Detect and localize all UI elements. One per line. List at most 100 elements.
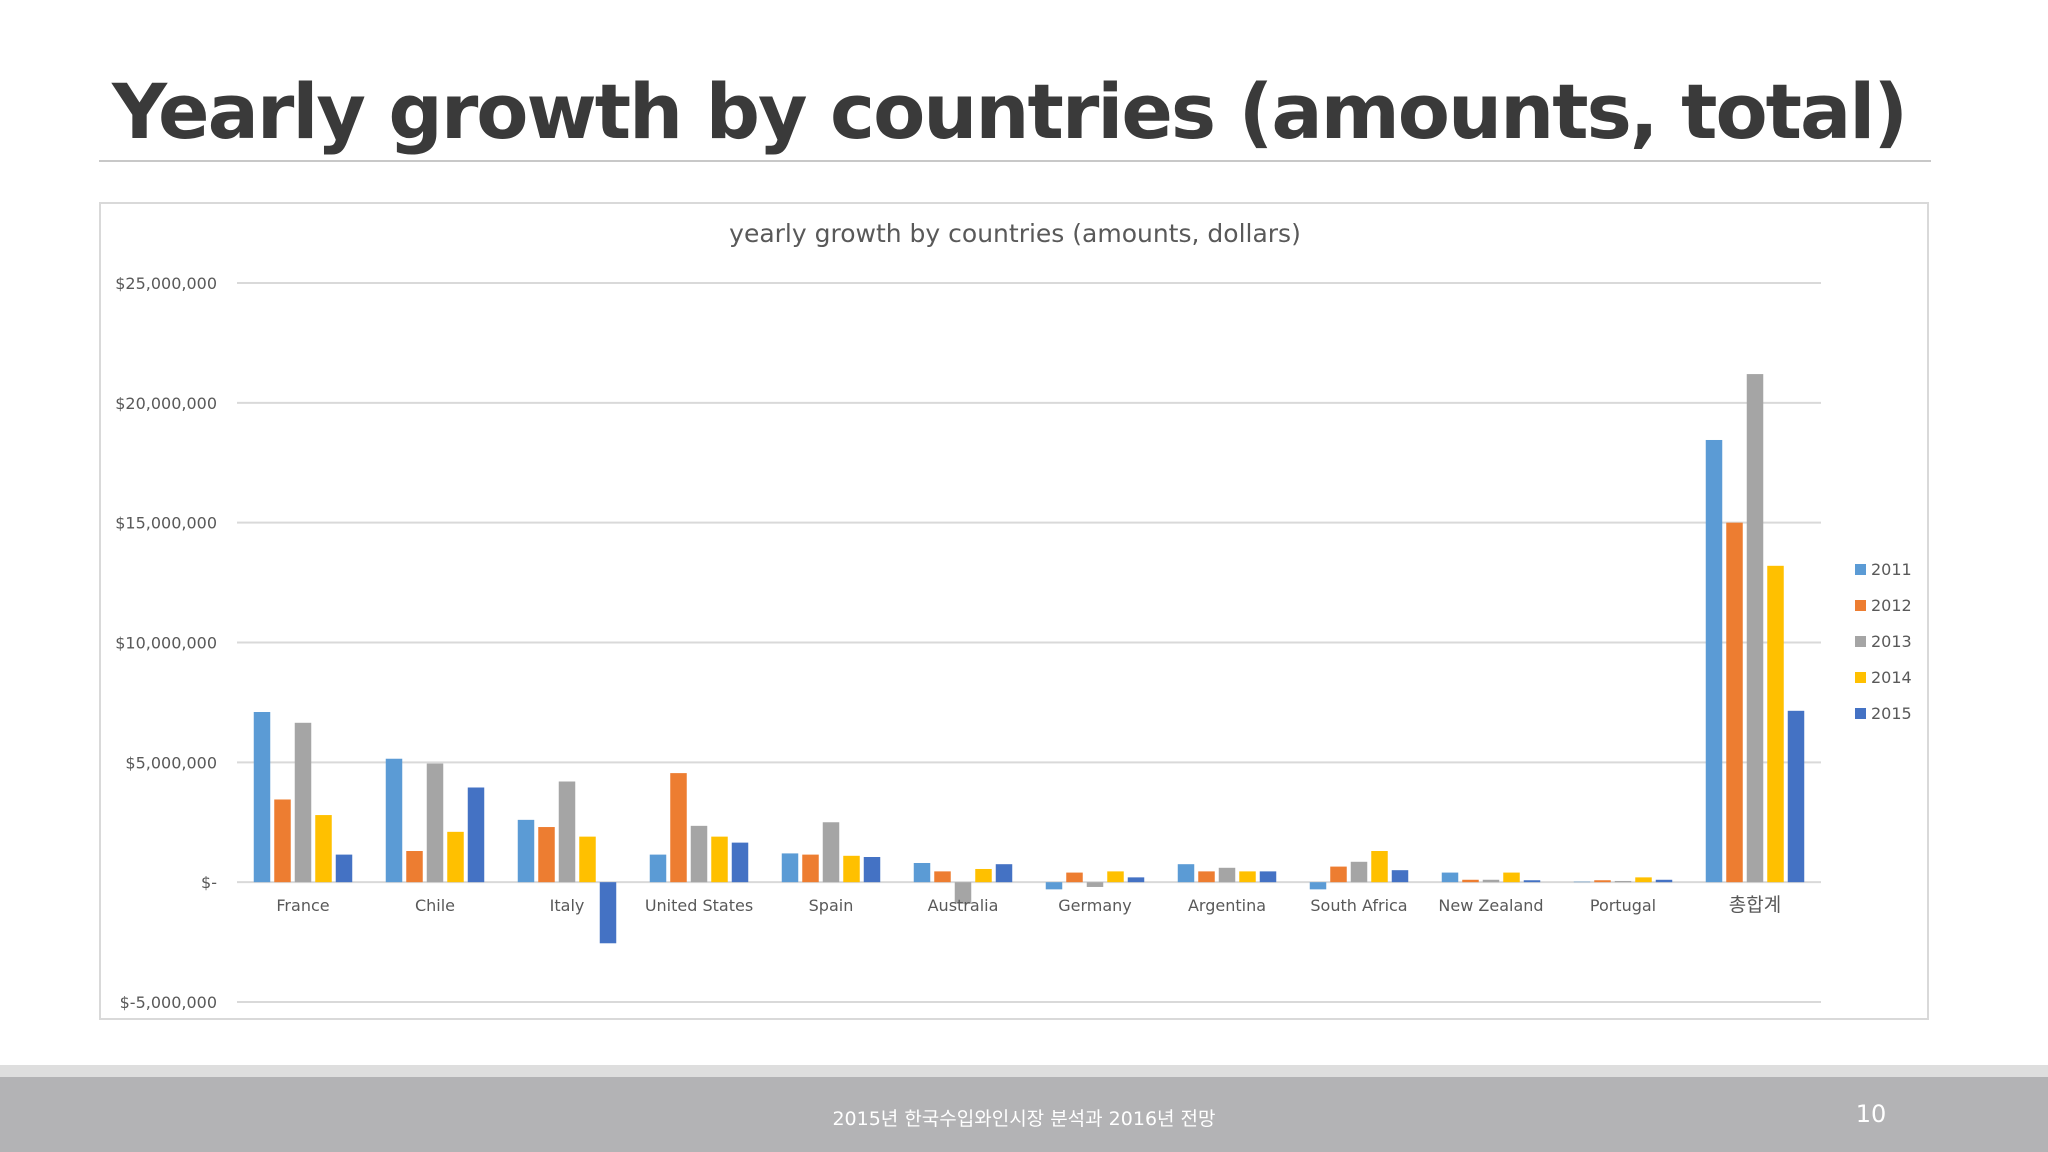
- bar-2014: [1239, 871, 1256, 883]
- bar-2013: [558, 781, 576, 883]
- category-label: New Zealand: [1438, 896, 1543, 915]
- footer-text: 2015년 한국수입와인시장 분석과 2016년 전망: [832, 1108, 1216, 1130]
- bar-2015: [995, 864, 1013, 883]
- category-label: Germany: [1058, 896, 1132, 915]
- bar-2011: [1045, 882, 1063, 890]
- y-tick-label: $25,000,000: [115, 274, 217, 293]
- bar-2014: [579, 836, 596, 883]
- page-number: 10: [1855, 1100, 1887, 1128]
- bar-2014: [1635, 877, 1652, 883]
- bar-2013: [426, 763, 444, 883]
- bar-2013: [1086, 882, 1104, 887]
- y-tick-label: $10,000,000: [115, 634, 217, 653]
- legend-label: 2013: [1871, 632, 1912, 651]
- bar-2013: [954, 882, 972, 904]
- bar-2011: [385, 758, 403, 883]
- legend-label: 2014: [1871, 668, 1912, 687]
- bar-2014: [975, 868, 992, 883]
- bar-2015: [1655, 879, 1673, 883]
- bar-2015: [467, 787, 485, 883]
- bar-2015: [1127, 877, 1145, 883]
- bar-2011: [1573, 881, 1591, 883]
- legend-label: 2012: [1871, 596, 1912, 615]
- bar-2014: [1371, 851, 1388, 883]
- title-divider: [99, 160, 1931, 162]
- bar-2015: [1787, 710, 1805, 883]
- bar-2012: [1198, 871, 1215, 883]
- bar-2011: [517, 819, 535, 883]
- bar-2012: [802, 854, 819, 883]
- bar-2012: [538, 827, 555, 883]
- bar-2011: [1705, 439, 1723, 883]
- category-label: Australia: [928, 896, 999, 915]
- legend-label: 2015: [1871, 704, 1912, 723]
- bar-2011: [1441, 872, 1459, 883]
- legend-swatch-2015: [1855, 708, 1866, 719]
- y-axis-labels: $25,000,000 $20,000,000 $15,000,000 $10,000…: [115, 274, 217, 1012]
- category-label: Chile: [415, 896, 455, 915]
- footer-band: [0, 1065, 2048, 1077]
- bar-2012: [1462, 879, 1479, 883]
- category-label: South Africa: [1310, 896, 1407, 915]
- gridlines: [237, 282, 1821, 1003]
- bar-2013: [1482, 879, 1500, 883]
- bar-2015: [1259, 871, 1277, 883]
- bar-2011: [781, 853, 799, 883]
- bar-chart: yearly growth by countries (amounts, dol…: [115, 219, 1912, 1012]
- category-label: France: [276, 896, 329, 915]
- bar-2013: [1218, 867, 1236, 883]
- bar-2013: [1350, 861, 1368, 883]
- bar-2014: [315, 815, 332, 883]
- legend-swatch-2013: [1855, 636, 1866, 647]
- category-label: Spain: [809, 896, 854, 915]
- legend-label: 2011: [1871, 560, 1912, 579]
- bar-2013: [822, 822, 840, 883]
- legend-swatch-2011: [1855, 564, 1866, 575]
- bar-2011: [1177, 864, 1195, 883]
- bar-2015: [599, 882, 617, 944]
- bar-2011: [1309, 882, 1327, 890]
- bar-2015: [1391, 870, 1409, 883]
- bar-2011: [253, 712, 271, 883]
- y-tick-label: $5,000,000: [125, 753, 217, 772]
- category-labels: France Chile Italy United States Spain Austra…: [276, 894, 1781, 916]
- bar-2012: [1330, 866, 1347, 883]
- category-label: Argentina: [1188, 896, 1266, 915]
- chart-frame: yearly growth by countries (amounts, dol…: [99, 202, 1929, 1020]
- bar-2013: [690, 825, 708, 883]
- bar-2012: [934, 871, 951, 883]
- category-label: Italy: [550, 896, 585, 915]
- bar-2013: [294, 722, 312, 883]
- bar-2014: [711, 836, 728, 883]
- bar-2012: [670, 773, 687, 883]
- category-label: 총합계: [1729, 894, 1781, 916]
- bar-2012: [1726, 522, 1743, 883]
- bar-2014: [447, 831, 464, 883]
- category-label: United States: [645, 896, 753, 915]
- bar-2013: [1746, 374, 1764, 883]
- category-label: Portugal: [1590, 896, 1656, 915]
- y-tick-label: $15,000,000: [115, 514, 217, 533]
- bar-2015: [731, 842, 749, 883]
- y-tick-label: $20,000,000: [115, 394, 217, 413]
- slide-title: Yearly growth by countries (amounts, tot…: [112, 67, 1908, 156]
- bar-2014: [843, 855, 860, 883]
- legend-swatch-2014: [1855, 672, 1866, 683]
- bar-2014: [1107, 871, 1124, 883]
- bar-2015: [335, 854, 353, 883]
- bar-2011: [913, 862, 931, 883]
- bar-2015: [1523, 880, 1541, 883]
- footer-bar: [0, 1077, 2048, 1152]
- bar-2014: [1503, 872, 1520, 883]
- bar-2012: [1594, 880, 1611, 883]
- chart-title: yearly growth by countries (amounts, dol…: [729, 219, 1301, 248]
- legend-swatch-2012: [1855, 600, 1866, 611]
- bar-2011: [649, 854, 667, 883]
- bars: [253, 374, 1805, 944]
- bar-2012: [1066, 872, 1083, 883]
- legend: 2011 2012 2013 2014 2015: [1855, 560, 1912, 723]
- y-tick-label: $-: [201, 873, 217, 892]
- bar-2013: [1614, 880, 1632, 883]
- bar-2014: [1767, 565, 1784, 883]
- bar-2012: [406, 851, 423, 883]
